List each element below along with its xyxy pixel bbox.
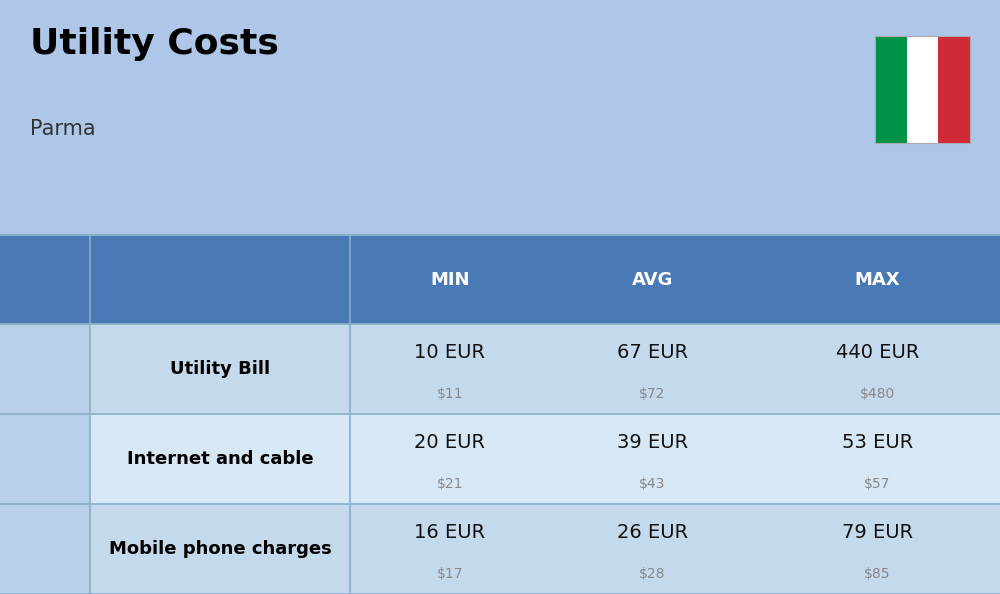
Text: $28: $28	[639, 567, 666, 581]
Text: AVG: AVG	[632, 270, 673, 289]
Text: $17: $17	[437, 567, 463, 581]
Text: $57: $57	[864, 477, 891, 491]
Text: Internet and cable: Internet and cable	[127, 450, 313, 468]
Text: 67 EUR: 67 EUR	[617, 343, 688, 362]
Bar	[90, 324, 1000, 415]
Text: $85: $85	[864, 567, 891, 581]
Text: $21: $21	[437, 477, 463, 491]
Text: 440 EUR: 440 EUR	[836, 343, 919, 362]
Text: Utility Costs: Utility Costs	[30, 27, 279, 61]
Bar	[0, 415, 90, 504]
Text: Mobile phone charges: Mobile phone charges	[109, 540, 331, 558]
Text: 16 EUR: 16 EUR	[414, 523, 486, 542]
Bar	[0, 324, 90, 415]
Text: $43: $43	[639, 477, 666, 491]
Text: Utility Bill: Utility Bill	[170, 361, 270, 378]
Bar	[90, 504, 1000, 594]
Bar	[938, 36, 970, 143]
Text: $72: $72	[639, 387, 666, 402]
Text: 26 EUR: 26 EUR	[617, 523, 688, 542]
Text: $480: $480	[860, 387, 895, 402]
Bar	[0, 504, 90, 594]
Bar	[875, 36, 970, 143]
Text: Parma: Parma	[30, 119, 96, 139]
Text: 79 EUR: 79 EUR	[842, 523, 913, 542]
Bar	[0, 235, 1000, 324]
Bar	[90, 415, 1000, 504]
Bar	[875, 36, 907, 143]
Bar	[907, 36, 938, 143]
Text: 53 EUR: 53 EUR	[842, 433, 913, 452]
Text: MIN: MIN	[430, 270, 470, 289]
Text: 39 EUR: 39 EUR	[617, 433, 688, 452]
Text: 10 EUR: 10 EUR	[415, 343, 486, 362]
Text: $11: $11	[437, 387, 463, 402]
Text: MAX: MAX	[855, 270, 900, 289]
Text: 20 EUR: 20 EUR	[415, 433, 486, 452]
